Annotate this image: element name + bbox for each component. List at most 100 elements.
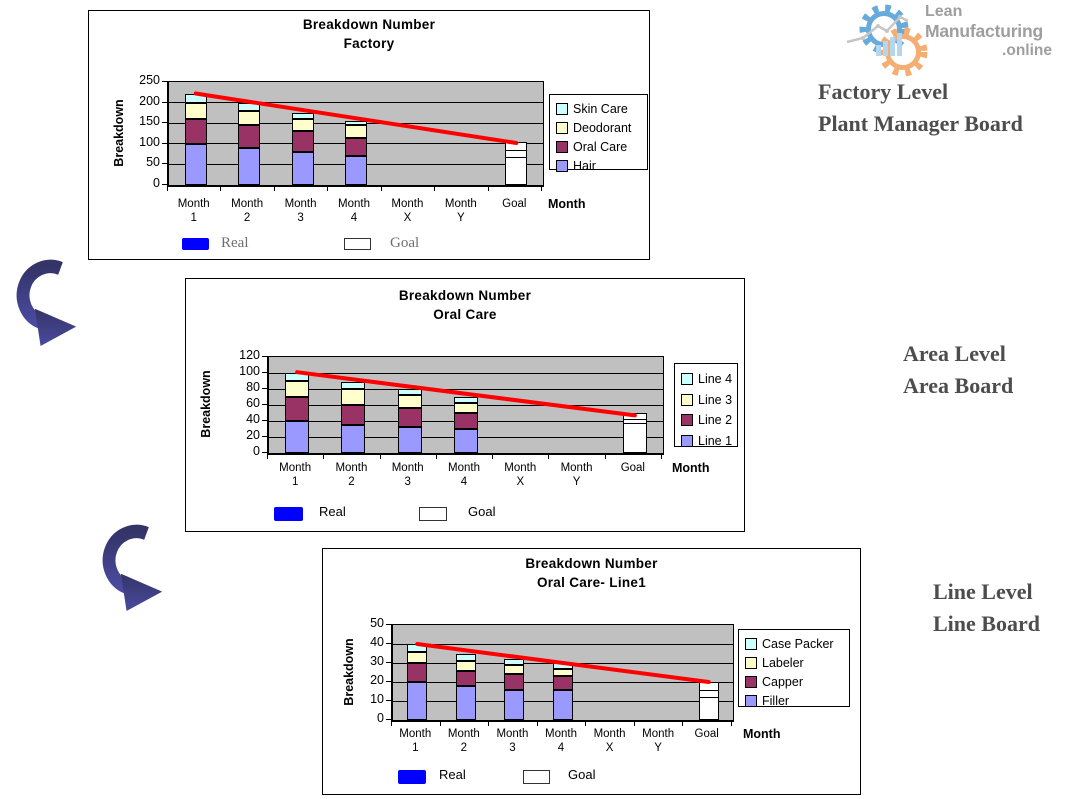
x-tick [585,721,587,726]
y-tick-label: 50 [146,155,160,170]
annotation-line: Line Board [933,611,1040,636]
bar-segment-hair [184,143,207,185]
x-tick-label-line: Month [231,198,264,210]
y-tick-label: 20 [370,673,384,687]
x-tick-label: Month 2 [216,197,277,225]
annotation-factory-level: Factory Level Plant Manager Board [818,76,1023,140]
chart-title: Breakdown Number [398,288,532,303]
legend-label: Skin Care [573,102,628,116]
gear-chart-icon [846,4,928,77]
x-tick-label-line: Goal [620,462,645,474]
x-tick-label: Month 3 [376,461,440,489]
y-axis-title: Breakdown [342,637,356,706]
real-label: Real [439,767,466,782]
y-tick [386,643,391,644]
x-tick-label: Month 2 [436,727,493,755]
annotation-line: Factory Level [818,79,949,104]
bar-segment-case-packer [553,663,573,669]
bar-segment-hair [238,147,261,185]
bar-segment-line-2 [285,397,310,421]
legend-color-swatch [745,638,757,650]
legend-color-swatch [556,122,568,134]
x-tick [492,454,494,459]
x-tick-label-line: 4 [557,742,565,754]
x-tick-label-line: Month [391,462,424,474]
x-tick-label-line: Month [448,462,480,474]
chart-legend: Case Packer Labeler Capper Filler [738,629,850,708]
x-tick-label: Month X [581,727,638,755]
legend-entry: Oral Care [556,140,627,154]
legend-color-swatch [681,373,693,385]
legend-entry: Deodorant [556,121,631,135]
y-tick [386,681,391,682]
y-tick-label: 100 [139,134,160,149]
x-tick [541,186,542,191]
x-tick-label-line: Y [572,476,581,488]
y-tick-label: 0 [377,711,384,725]
legend-entry: Line 3 [681,393,732,407]
x-tick-label-line: 2 [460,742,468,754]
annotation-line: Line Level [933,579,1033,604]
annotation-line: Area Level [903,341,1006,366]
bar-segment-hair [291,152,314,185]
bar-segment-skin-care [238,103,261,111]
real-swatch [182,238,209,250]
annotation-area-level: Area Level Area Board [903,338,1013,402]
chart-legend: Line 4 Line 3 Line 2 Line 1 [674,363,738,448]
legend-entry: Labeler [745,656,804,670]
bar-segment-labeler [455,661,476,671]
chart-factory: Breakdown Number Factory 0 50 100 150 200 250 Mo… [88,10,650,260]
bar-segment-oral-care [238,125,261,148]
legend-color-swatch [681,414,693,426]
x-tick [167,186,168,191]
x-tick-label-line: 1 [291,476,299,488]
goal-bar-line [506,156,527,158]
goal-swatch [523,770,550,784]
y-tick-label: 20 [246,428,260,442]
bar-segment-oral-care [184,119,207,144]
x-tick-label-line: 4 [350,212,358,224]
goal-bar-line [623,423,646,424]
y-tick-label: 120 [239,348,260,362]
y-tick-label: 0 [153,176,160,190]
bar-segment-filler [553,689,573,720]
bar-segment-capper [455,670,476,686]
real-label: Real [319,504,346,519]
x-tick [633,721,635,726]
x-tick-label-line: 2 [348,476,355,488]
legend-label: Filler [762,694,790,708]
bar-segment-skin-care [184,94,207,103]
logo: Lean Manufacturing .online [845,0,1068,80]
goal-bar-line [699,689,718,691]
real-swatch [274,507,303,521]
gridline [269,388,663,390]
chart-title: Breakdown Number [525,556,658,571]
x-tick-label-line: Month [642,728,675,740]
y-tick [386,662,391,663]
x-tick-label: Month X [488,461,552,489]
legend-entry: Case Packer [745,637,834,651]
bar-segment-line-1 [341,425,366,453]
y-tick [386,719,391,720]
bar-segment-line-2 [341,405,366,425]
bar-segment-line-4 [341,381,366,389]
bar-segment-capper [407,663,428,682]
bar-segment-deodorant [345,125,367,138]
y-tick [262,388,267,389]
bar-segment-labeler [504,664,525,675]
legend-label: Line 3 [698,392,733,407]
y-tick [386,624,391,625]
legend-color-swatch [745,657,757,669]
chart-subtitle: Oral Care- Line1 [536,575,647,590]
y-tick [262,420,267,421]
bar-segment-skin-care [291,112,314,120]
x-tick-label-line: Month [338,198,370,210]
goal-swatch [344,238,371,250]
y-tick [162,122,167,124]
legend-entry: Capper [745,675,803,689]
x-tick-label-line: Month [545,728,577,740]
bar-segment-line-4 [285,373,310,381]
y-tick-label: 250 [139,73,160,87]
y-tick-label: 0 [253,444,260,458]
logo-text-line3: .online [1002,41,1052,59]
